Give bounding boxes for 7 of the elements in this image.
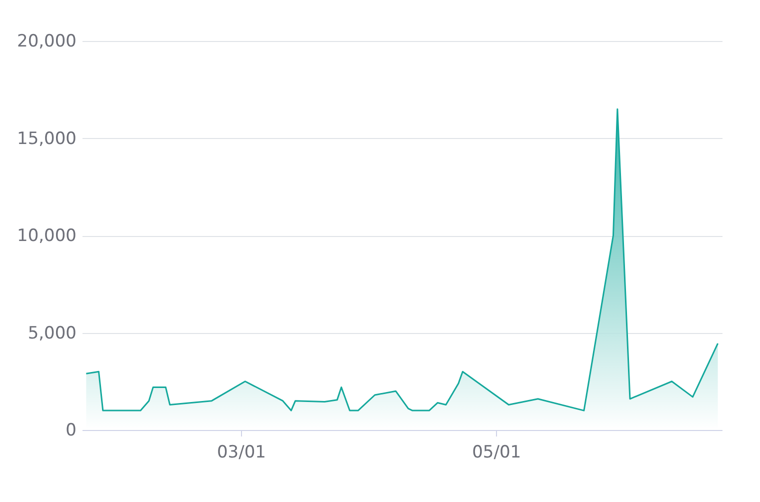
y-tick-label: 5,000 bbox=[28, 323, 76, 344]
y-tick-label: 0 bbox=[66, 420, 76, 440]
y-tick-label: 15,000 bbox=[17, 128, 76, 149]
y-tick-label: 20,000 bbox=[17, 32, 76, 52]
y-tick-label: 10,000 bbox=[17, 226, 76, 246]
x-tick-label: 03/01 bbox=[216, 442, 266, 462]
x-tick-label: 05/01 bbox=[472, 442, 522, 462]
